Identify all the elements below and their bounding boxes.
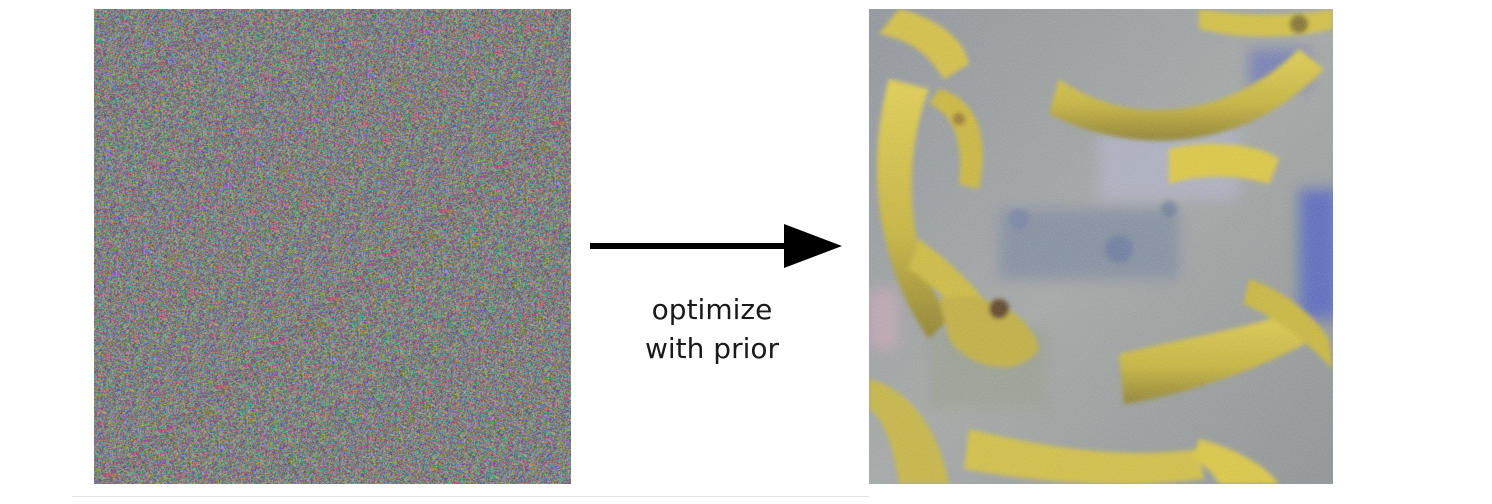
caption-line-1: optimize	[651, 293, 773, 326]
banana-visualization	[869, 9, 1333, 484]
divider-line	[72, 496, 869, 497]
input-noise-image	[94, 9, 571, 484]
noise-canvas	[94, 9, 571, 484]
right-arrow-icon	[590, 224, 842, 268]
output-banana-image	[869, 9, 1333, 484]
arrow-caption: optimize with prior	[612, 290, 812, 368]
caption-line-2: with prior	[644, 332, 779, 365]
